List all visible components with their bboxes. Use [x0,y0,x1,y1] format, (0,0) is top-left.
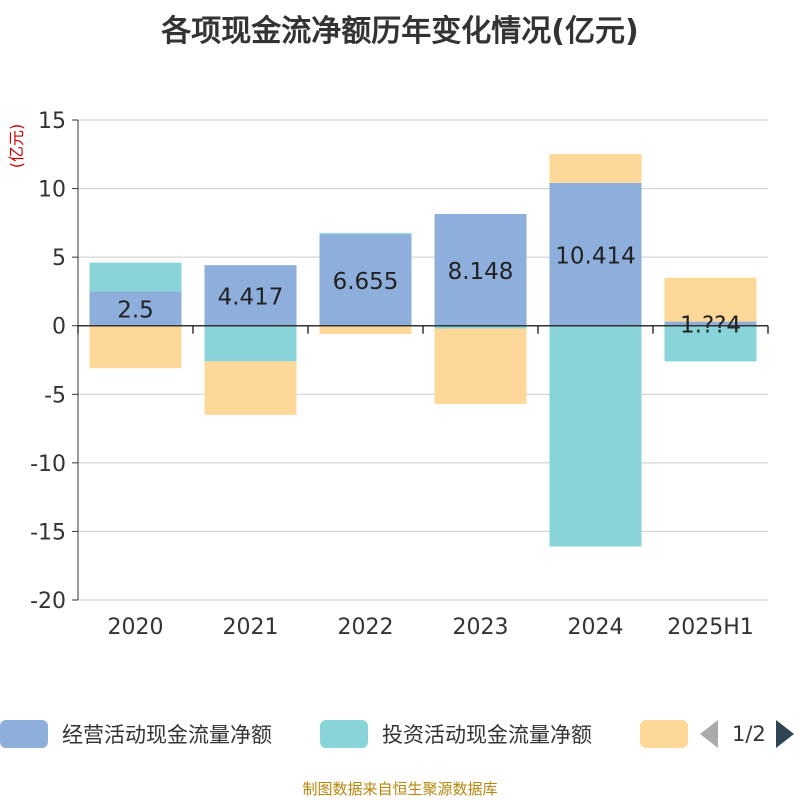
y-tick-label: 5 [52,246,66,271]
bar-investing [549,325,642,547]
bar-operating [204,265,297,326]
data-labels: 2.5 4.417 6.655 8.148 10.414 1.??4 [117,243,741,338]
bar-operating [664,321,757,326]
x-tick-label: 2023 [453,615,509,640]
x-tick-label: 2020 [108,615,164,640]
bar-financing [89,325,182,369]
legend-item-investing[interactable]: 投资活动现金流量净额 [320,716,592,752]
y-tick-label: 15 [38,109,66,134]
bars [89,154,757,547]
chart-title: 各项现金流净额历年变化情况(亿元) [161,14,639,49]
bar-investing [204,325,297,362]
y-tick-label: 0 [52,315,66,340]
data-label-operating: 2.5 [117,298,154,324]
bar-investing [319,233,412,235]
bar-financing [549,154,642,183]
grid-lines [78,119,768,601]
bar-financing [434,328,527,404]
y-axis-label: (亿元) [7,124,26,169]
bar-investing [664,325,757,362]
pager-prev-icon[interactable] [700,720,718,748]
x-tick-label: 2024 [568,615,624,640]
data-label-operating: 6.655 [333,269,399,295]
legend-pager: 1/2 [700,716,794,752]
bar-operating [319,234,412,326]
x-tick-label: 2025H1 [667,615,754,640]
legend-item-financing[interactable] [640,716,688,752]
bar-operating [89,291,182,326]
pager-next-icon[interactable] [775,720,794,748]
x-tick-label: 2022 [338,615,394,640]
legend-swatch-financing [640,720,688,748]
chart-canvas: 15 10 5 0 -5 -10 -15 -20 (亿元) 2020 2021 2022 2023 202… [7,109,769,640]
legend-swatch-investing [320,720,368,748]
y-tick-label: -5 [44,383,66,408]
bar-investing [434,325,527,329]
pager-page-text: 1/2 [732,722,766,746]
data-label-operating: 10.414 [555,243,635,269]
legend-item-operating[interactable]: 经营活动现金流量净额 [0,716,272,752]
y-tick-label: -15 [30,520,66,545]
legend: 经营活动现金流量净额 投资活动现金流量净额 [0,716,800,752]
x-tick-label: 2021 [223,615,279,640]
y-tick-label: -10 [30,452,66,477]
data-label-operating: 1.??4 [680,313,741,339]
legend-swatch-operating [0,720,48,748]
bar-financing [319,325,412,334]
data-label-operating: 4.417 [218,284,284,310]
legend-label-investing: 投资活动现金流量净额 [382,723,592,747]
axes: 15 10 5 0 -5 -10 -15 -20 (亿元) 2020 2021 2022 2023 202… [7,109,769,640]
y-tick-label: -20 [30,589,66,614]
bar-financing [204,361,297,415]
bar-financing [664,277,757,322]
y-tick-label: 10 [38,178,66,203]
bar-operating [434,213,527,326]
data-label-operating: 8.148 [448,259,514,285]
source-note: 制图数据来自恒生聚源数据库 [302,780,498,798]
bar-investing [89,262,182,292]
legend-label-operating: 经营活动现金流量净额 [62,723,272,747]
bar-operating [549,182,642,326]
